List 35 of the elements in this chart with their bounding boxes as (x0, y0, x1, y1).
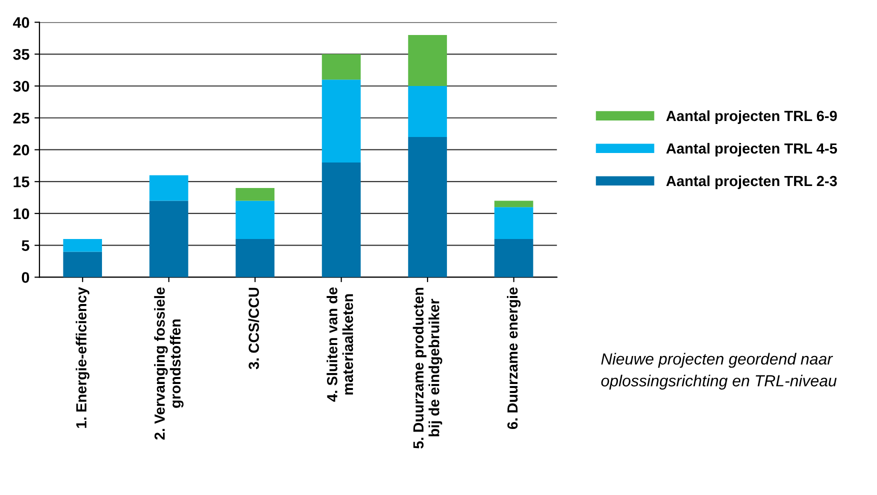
bar (63, 252, 102, 278)
x-tick-label: 1. Energie-efficiency (76, 286, 90, 428)
bar (408, 35, 447, 86)
text: Nieuwe projecten geordend naar oplossingsrichting en TRL-niveau (601, 352, 837, 390)
bar (494, 207, 534, 239)
bar (63, 238, 102, 252)
legend-label: Aantal projecten TRL 2-3 (666, 175, 837, 190)
y-tick-label: 35 (13, 49, 30, 60)
y-tick-label: 20 (13, 144, 30, 156)
y-tick-label: 5 (22, 240, 30, 252)
x-tick-label: 6. Duurzame energie (506, 287, 521, 430)
x-tick-label: 3. CCS/CCU (248, 288, 260, 370)
bar (322, 162, 361, 278)
x-tick-label: 5. Duurzame producten bij de eindgebruiker (412, 288, 442, 449)
bar (149, 175, 188, 201)
bar (408, 136, 447, 278)
y-tick-label: 40 (12, 17, 30, 28)
legend-label: Aantal projecten TRL 4-5 (666, 142, 838, 157)
x-tick-label: 2. Vervanging fossiele grondstoffen (154, 287, 184, 440)
y-tick-label: 10 (14, 208, 30, 220)
bar (149, 200, 188, 278)
bar (236, 188, 274, 201)
y-tick-label: 15 (14, 176, 30, 188)
bar (322, 80, 361, 162)
bar (408, 86, 447, 137)
x-tick-label: 4. Sluiten van de materiaalketen (326, 287, 354, 402)
bar (494, 200, 534, 208)
bar (236, 200, 274, 239)
y-tick-label: 0 (22, 272, 30, 283)
y-tick-label: 30 (13, 80, 30, 92)
legend-label: Aantal projecten TRL 6-9 (666, 110, 837, 124)
bar (494, 238, 534, 278)
bar (236, 238, 274, 278)
y-tick-label: 25 (13, 112, 30, 124)
bar (322, 54, 361, 80)
